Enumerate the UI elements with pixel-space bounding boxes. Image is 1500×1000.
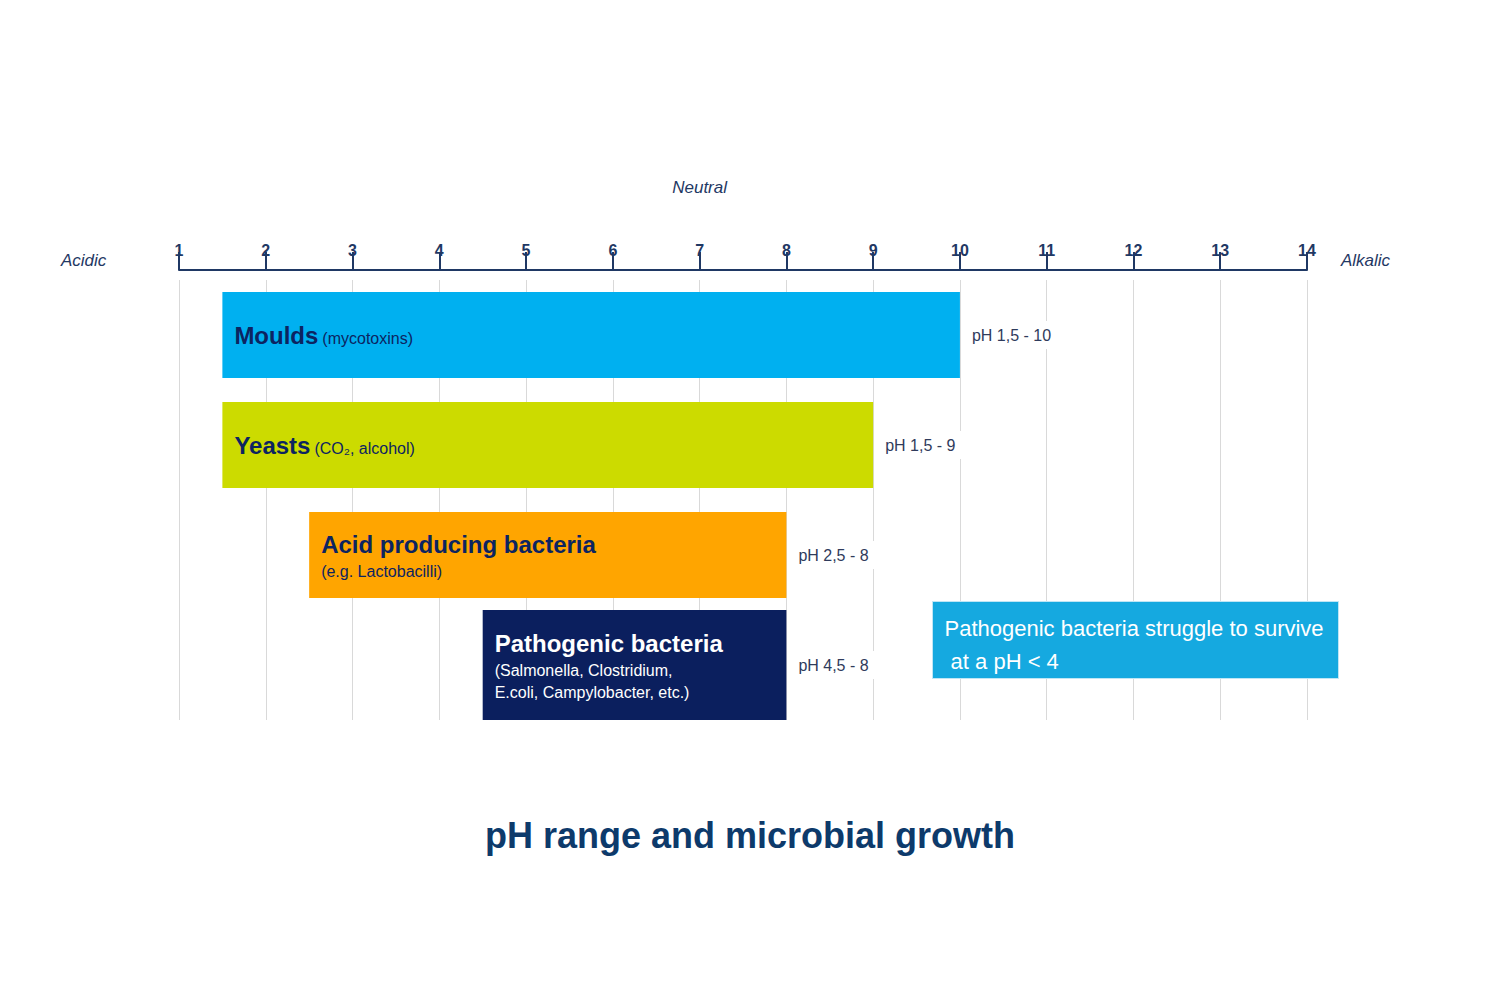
svg-text:7: 7: [695, 242, 704, 259]
svg-text:E.coli, Campylobacter, etc.): E.coli, Campylobacter, etc.): [495, 684, 690, 701]
svg-text:1: 1: [175, 242, 184, 259]
svg-text:2: 2: [261, 242, 270, 259]
svg-text:(CO₂, alcohol): (CO₂, alcohol): [314, 440, 414, 457]
svg-text:10: 10: [951, 242, 969, 259]
svg-text:12: 12: [1125, 242, 1143, 259]
svg-text:pH range and microbial growth: pH range and microbial growth: [485, 815, 1015, 856]
svg-text:pH 1,5 - 10: pH 1,5 - 10: [972, 327, 1051, 344]
svg-text:Moulds: Moulds: [234, 322, 318, 349]
svg-text:pH 2,5 - 8: pH 2,5 - 8: [798, 547, 868, 564]
svg-text:14: 14: [1298, 242, 1316, 259]
svg-text:Pathogenic bacteria struggle t: Pathogenic bacteria struggle to survive: [945, 616, 1324, 641]
svg-text:pH 1,5 - 9: pH 1,5 - 9: [885, 437, 955, 454]
svg-text:Alkalic: Alkalic: [1340, 251, 1391, 270]
svg-text:3: 3: [348, 242, 357, 259]
svg-text:Yeasts: Yeasts: [234, 432, 310, 459]
svg-text:6: 6: [608, 242, 617, 259]
svg-text:5: 5: [522, 242, 531, 259]
svg-text:(Salmonella, Clostridium,: (Salmonella, Clostridium,: [495, 662, 673, 679]
svg-text:Acidic: Acidic: [60, 251, 107, 270]
svg-text:at a pH < 4: at a pH < 4: [945, 649, 1059, 674]
svg-text:8: 8: [782, 242, 791, 259]
svg-text:pH 4,5 - 8: pH 4,5 - 8: [798, 657, 868, 674]
svg-text:4: 4: [435, 242, 444, 259]
svg-text:13: 13: [1211, 242, 1229, 259]
svg-text:Pathogenic bacteria: Pathogenic bacteria: [495, 630, 724, 657]
svg-text:Acid producing bacteria: Acid producing bacteria: [321, 531, 596, 558]
svg-text:9: 9: [869, 242, 878, 259]
svg-text:Neutral: Neutral: [672, 178, 728, 197]
svg-text:(e.g. Lactobacilli): (e.g. Lactobacilli): [321, 563, 442, 580]
svg-text:(mycotoxins): (mycotoxins): [322, 330, 413, 347]
svg-text:11: 11: [1038, 242, 1055, 259]
